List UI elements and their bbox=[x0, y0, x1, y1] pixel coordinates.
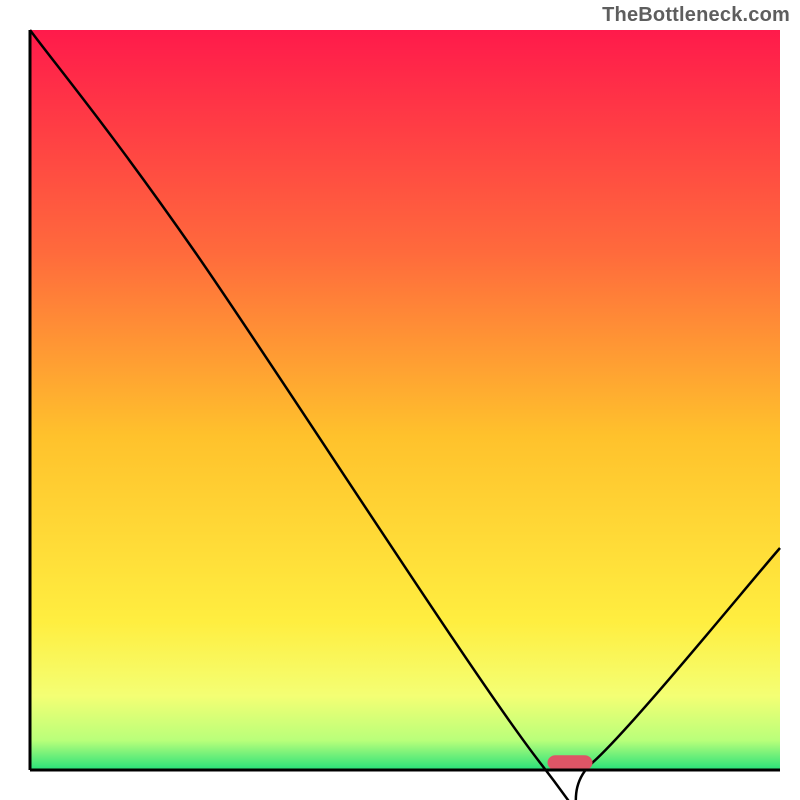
bottleneck-chart bbox=[0, 0, 800, 800]
plot-area bbox=[30, 30, 780, 800]
optimal-marker bbox=[548, 755, 593, 770]
watermark-text: TheBottleneck.com bbox=[602, 4, 790, 27]
chart-background bbox=[30, 30, 780, 770]
